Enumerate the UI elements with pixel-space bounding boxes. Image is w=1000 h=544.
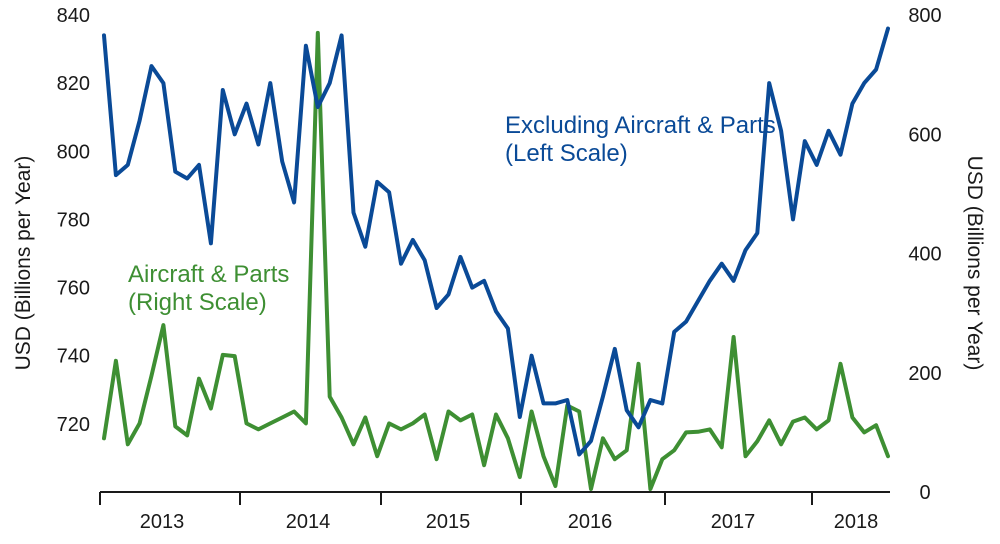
left-tick-label: 840 [57, 5, 90, 27]
annotation-line: (Right Scale) [128, 289, 267, 316]
right-tick-label: 400 [908, 244, 941, 266]
x-tick-label: 2014 [286, 511, 331, 533]
left-axis-title: USD (Billions per Year) [12, 156, 35, 371]
right-axis-title: USD (Billions per Year) [963, 156, 986, 371]
x-tick-label: 2017 [711, 511, 756, 533]
left-y-axis: 720 740 760 780 800 820 840 [57, 5, 90, 436]
x-axis: 2013 2014 2015 2016 2017 2018 [99, 491, 890, 533]
right-tick-label: 600 [908, 124, 941, 146]
series-layer [102, 26, 890, 491]
series-line-excluding-aircraft [102, 26, 890, 457]
annotation-layer: Excluding Aircraft & Parts (Left Scale) Ai… [128, 112, 776, 316]
x-tick-label: 2013 [140, 511, 185, 533]
x-tick-label: 2015 [426, 511, 471, 533]
right-tick-label: 0 [919, 482, 930, 504]
series-line-aircraft [102, 30, 890, 491]
left-tick-label: 720 [57, 414, 90, 436]
right-tick-label: 200 [908, 363, 941, 385]
annotation-line: (Left Scale) [505, 140, 628, 167]
left-tick-label: 760 [57, 278, 90, 300]
right-tick-label: 800 [908, 5, 941, 27]
x-tick-label: 2018 [834, 511, 879, 533]
left-tick-label: 800 [57, 141, 90, 163]
left-tick-label: 820 [57, 73, 90, 95]
right-y-axis: 0 200 400 600 800 [908, 5, 941, 504]
left-tick-label: 780 [57, 209, 90, 231]
annotation-line: Aircraft & Parts [128, 261, 289, 288]
x-tick-label: 2016 [568, 511, 613, 533]
annotation-excluding-aircraft: Excluding Aircraft & Parts (Left Scale) [505, 112, 776, 167]
left-tick-label: 740 [57, 346, 90, 368]
annotation-aircraft: Aircraft & Parts (Right Scale) [128, 261, 289, 316]
annotation-line: Excluding Aircraft & Parts [505, 112, 776, 139]
